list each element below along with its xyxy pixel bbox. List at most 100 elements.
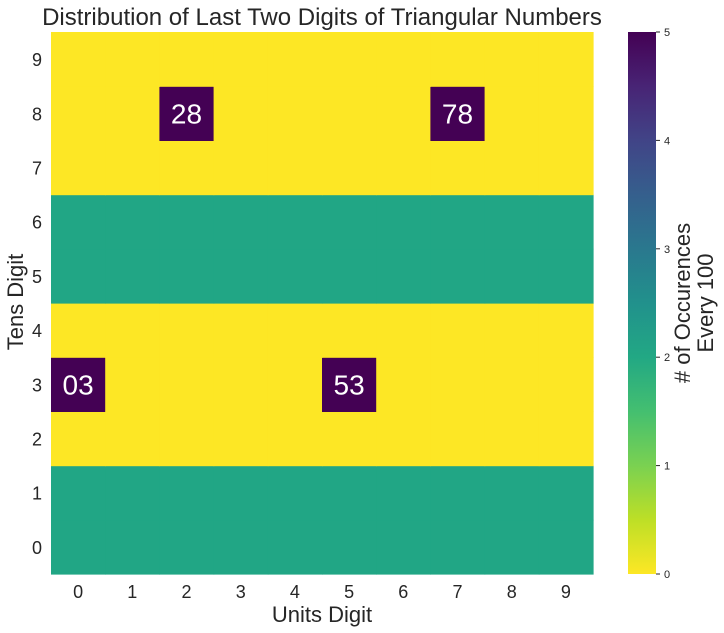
heatmap-cell xyxy=(376,357,431,412)
heatmap-cell xyxy=(538,303,594,358)
heatmap-cell xyxy=(376,519,431,575)
heatmap-cell xyxy=(430,194,486,250)
x-tick-label: 3 xyxy=(236,582,246,602)
heatmap-cell xyxy=(51,140,106,196)
x-tick-label: 6 xyxy=(398,582,408,602)
heatmap-cell xyxy=(322,140,377,196)
heatmap-cell xyxy=(538,194,594,250)
heatmap-cell xyxy=(159,194,215,250)
heatmap-cell xyxy=(105,140,160,196)
y-tick-label: 3 xyxy=(32,375,42,395)
colorbar-tick-label: 1 xyxy=(664,461,670,473)
heatmap-cell xyxy=(159,411,215,467)
heatmap-cell xyxy=(213,303,269,358)
x-tick-label: 1 xyxy=(127,582,137,602)
y-tick-label: 6 xyxy=(32,213,42,233)
heatmap-cell xyxy=(267,86,323,141)
heatmap-cell xyxy=(430,519,486,575)
heatmap-cell xyxy=(376,194,431,250)
heatmap-cell xyxy=(538,357,594,412)
heatmap-cell xyxy=(484,303,540,358)
heatmap-cell xyxy=(267,519,323,575)
heatmap-cell xyxy=(430,303,486,358)
heatmap-cell xyxy=(159,32,215,87)
cell-annotations: 03 53 28 78 xyxy=(63,98,474,400)
heatmap-cell xyxy=(376,32,431,87)
y-tick-label: 8 xyxy=(32,104,42,124)
heatmap-cells xyxy=(51,32,594,575)
heatmap-cell xyxy=(105,465,160,521)
x-tick-label: 0 xyxy=(73,582,83,602)
colorbar-ticks: 0 1 2 3 4 5 xyxy=(656,27,670,581)
heatmap-cell xyxy=(430,411,486,467)
heatmap-cell xyxy=(267,411,323,467)
heatmap-cell xyxy=(51,519,106,575)
heatmap-cell xyxy=(51,32,106,87)
x-tick-label: 9 xyxy=(561,582,571,602)
heatmap-cell xyxy=(213,86,269,141)
heatmap-cell xyxy=(267,303,323,358)
heatmap-cell xyxy=(376,303,431,358)
cell-annotation: 28 xyxy=(171,98,202,129)
heatmap-cell xyxy=(322,32,377,87)
x-tick-label: 5 xyxy=(344,582,354,602)
x-tick-label: 8 xyxy=(507,582,517,602)
heatmap-cell xyxy=(213,357,269,412)
colorbar-tick-label: 0 xyxy=(664,569,670,581)
heatmap-cell xyxy=(267,357,323,412)
heatmap-cell xyxy=(376,86,431,141)
x-axis-label: Units Digit xyxy=(272,602,372,627)
heatmap-cell xyxy=(376,411,431,467)
heatmap-cell xyxy=(322,411,377,467)
heatmap-cell xyxy=(105,194,160,250)
heatmap-cell xyxy=(376,140,431,196)
chart-title: Distribution of Last Two Digits of Trian… xyxy=(42,4,602,31)
cell-annotation: 78 xyxy=(442,98,473,129)
colorbar-label-line-1: # of Occurences xyxy=(670,223,695,383)
colorbar-tick-label: 2 xyxy=(664,352,670,364)
y-tick-label: 5 xyxy=(32,267,42,287)
y-tick-label: 1 xyxy=(32,484,42,504)
heatmap-cell xyxy=(484,194,540,250)
colorbar-tick-label: 3 xyxy=(664,244,670,256)
heatmap-cell xyxy=(322,465,377,521)
heatmap-cell xyxy=(267,32,323,87)
y-axis-label: Tens Digit xyxy=(3,254,28,351)
heatmap-cell xyxy=(159,519,215,575)
heatmap-cell xyxy=(322,248,377,304)
heatmap-cell xyxy=(213,465,269,521)
cell-annotation: 03 xyxy=(63,369,94,400)
heatmap-cell xyxy=(538,519,594,575)
heatmap-cell xyxy=(159,86,215,141)
heatmap-cell xyxy=(538,32,594,87)
heatmap-cell xyxy=(430,465,486,521)
heatmap-cell xyxy=(105,303,160,358)
heatmap-cell xyxy=(322,357,377,412)
heatmap-cell xyxy=(322,303,377,358)
heatmap-cell xyxy=(105,411,160,467)
heatmap-cell xyxy=(484,32,540,87)
heatmap-cell xyxy=(159,357,215,412)
heatmap-cell xyxy=(105,357,160,412)
heatmap-cell xyxy=(430,248,486,304)
heatmap-cell xyxy=(51,357,106,412)
y-tick-label: 9 xyxy=(32,50,42,70)
heatmap-cell xyxy=(105,248,160,304)
heatmap-cell xyxy=(267,248,323,304)
heatmap-cell xyxy=(484,411,540,467)
heatmap-cell xyxy=(267,465,323,521)
heatmap-cell xyxy=(159,140,215,196)
heatmap-cell xyxy=(322,519,377,575)
heatmap-cell xyxy=(267,194,323,250)
heatmap-cell xyxy=(322,194,377,250)
heatmap-cell xyxy=(159,303,215,358)
heatmap-cell xyxy=(484,519,540,575)
colorbar-tick-label: 4 xyxy=(664,135,670,147)
cell-annotation: 53 xyxy=(334,369,365,400)
heatmap-cell xyxy=(430,357,486,412)
x-tick-labels: 0 1 2 3 4 5 6 7 8 9 xyxy=(73,582,571,602)
heatmap-cell xyxy=(430,32,486,87)
heatmap-cell xyxy=(51,303,106,358)
colorbar-label-line-2: Every 100 xyxy=(693,253,718,352)
